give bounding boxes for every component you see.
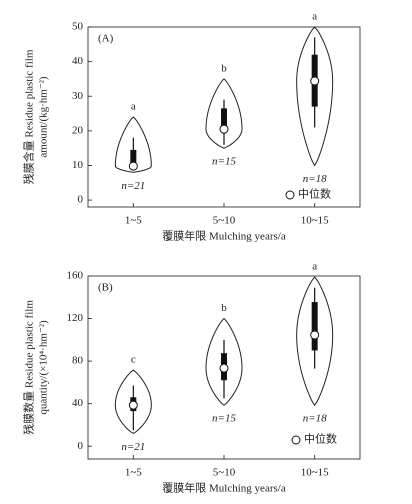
panel-label: (A) bbox=[98, 33, 114, 45]
y-tick-label: 30 bbox=[72, 90, 84, 102]
significance-letter: c bbox=[131, 354, 136, 366]
y-axis-label: 残膜数量 Residue plastic film bbox=[22, 300, 36, 435]
x-tick-label: 1~5 bbox=[125, 215, 142, 227]
median bbox=[128, 400, 138, 410]
legend-label: 中位数 bbox=[298, 187, 331, 201]
y-tick-label: 0 bbox=[78, 194, 84, 206]
median bbox=[310, 76, 320, 86]
box bbox=[221, 108, 227, 133]
x-tick-label: 10~15 bbox=[301, 215, 329, 227]
x-tick-label: 5~10 bbox=[213, 215, 236, 227]
legend-marker bbox=[285, 190, 295, 200]
y-tick-label: 20 bbox=[72, 124, 84, 136]
median bbox=[128, 161, 138, 171]
legend-marker bbox=[291, 435, 301, 445]
y-axis-label: quantity/(×10⁴·hm⁻²) bbox=[38, 320, 50, 415]
y-axis-label: 残膜含量 Residue plastic film bbox=[22, 49, 36, 184]
median bbox=[219, 124, 229, 134]
x-tick-label: 1~5 bbox=[125, 467, 142, 479]
significance-letter: b bbox=[221, 302, 227, 314]
y-tick-label: 50 bbox=[72, 21, 84, 33]
significance-letter: a bbox=[312, 11, 317, 23]
panel-label: (B) bbox=[98, 282, 113, 294]
y-tick-label: 120 bbox=[67, 312, 84, 324]
y-tick-label: 40 bbox=[72, 397, 84, 409]
y-tick-label: 40 bbox=[72, 55, 84, 67]
box bbox=[311, 302, 318, 351]
significance-letter: a bbox=[312, 261, 317, 273]
box bbox=[130, 149, 137, 169]
y-tick-label: 80 bbox=[72, 355, 84, 367]
y-axis-label: amount/(kg·hm⁻²) bbox=[38, 76, 50, 158]
sample-size: n=18 bbox=[303, 413, 327, 425]
median bbox=[310, 330, 320, 340]
x-tick-label: 5~10 bbox=[213, 467, 236, 479]
legend-label: 中位数 bbox=[304, 432, 337, 446]
sample-size: n=21 bbox=[121, 180, 145, 192]
x-tick-label: 10~15 bbox=[301, 467, 329, 479]
y-tick-label: 160 bbox=[67, 270, 84, 282]
sample-size: n=15 bbox=[212, 156, 236, 168]
significance-letter: a bbox=[131, 101, 136, 113]
sample-size: n=21 bbox=[121, 441, 145, 453]
sample-size: n=18 bbox=[303, 173, 327, 185]
y-tick-label: 10 bbox=[72, 159, 84, 171]
x-axis-label: 覆膜年限 Mulching years/a bbox=[162, 229, 286, 243]
sample-size: n=15 bbox=[212, 413, 236, 425]
y-tick-label: 0 bbox=[78, 440, 84, 452]
median bbox=[219, 363, 229, 373]
significance-letter: b bbox=[221, 62, 227, 74]
x-axis-label: 覆膜年限 Mulching years/a bbox=[162, 481, 286, 495]
